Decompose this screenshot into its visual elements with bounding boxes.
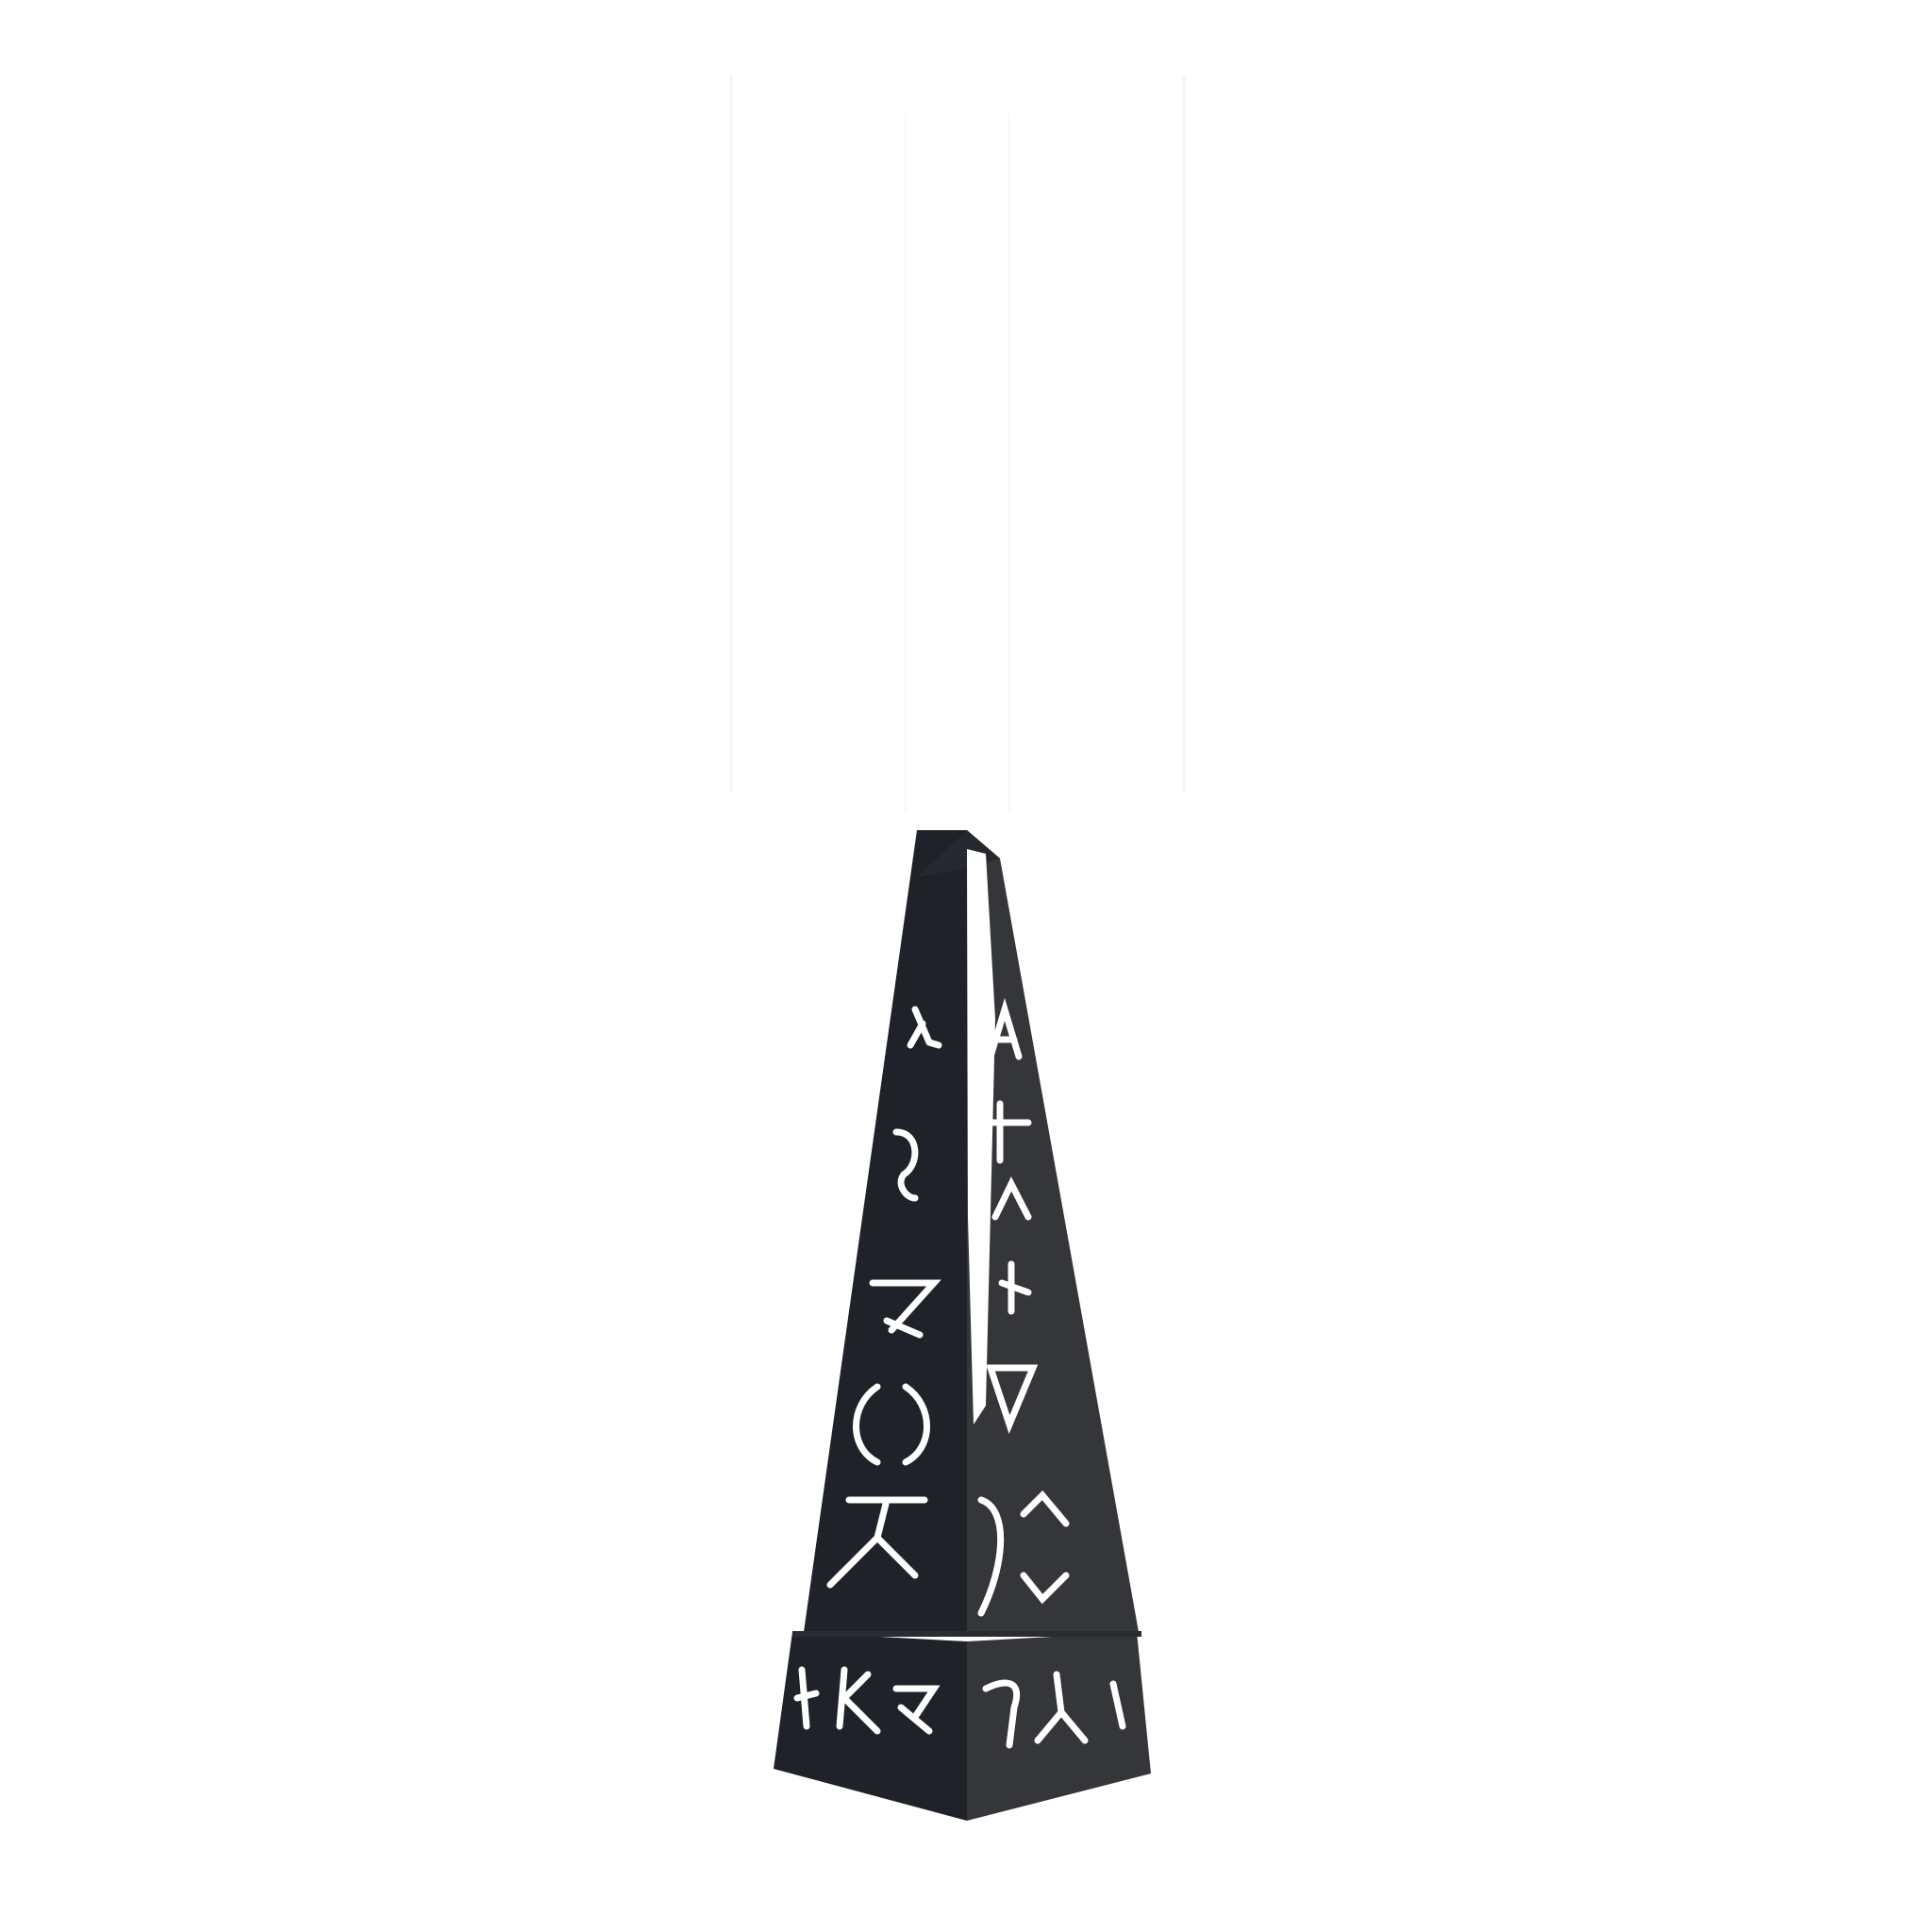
rune-cross-icon — [982, 1100, 1032, 1164]
rune-double-caret-icon — [977, 1490, 1070, 1617]
rune-a-icon — [987, 997, 1023, 1060]
rune-seven-icon — [869, 1279, 941, 1339]
obelisk-base-right — [967, 1632, 1151, 1821]
obelisk-drawing — [774, 830, 1151, 1821]
rune-base-left-icon — [793, 1666, 941, 1735]
rune-lambda-icon — [907, 1006, 942, 1049]
rune-hook-icon — [892, 1128, 919, 1202]
light-beam — [717, 75, 1198, 811]
rune-bracket-icon — [998, 1260, 1032, 1315]
rune-caret-icon — [991, 1176, 1032, 1221]
rune-ring-icon — [853, 1383, 930, 1466]
rune-figure-icon — [826, 1496, 928, 1589]
obelisk-tip — [917, 830, 1000, 877]
obelisk[interactable] — [755, 821, 1189, 1840]
rune-triangle-icon — [986, 1364, 1039, 1434]
light-beam-shape — [729, 75, 1186, 811]
rune-base-right-icon — [982, 1671, 1126, 1749]
obelisk-edge-highlight — [967, 849, 995, 1424]
